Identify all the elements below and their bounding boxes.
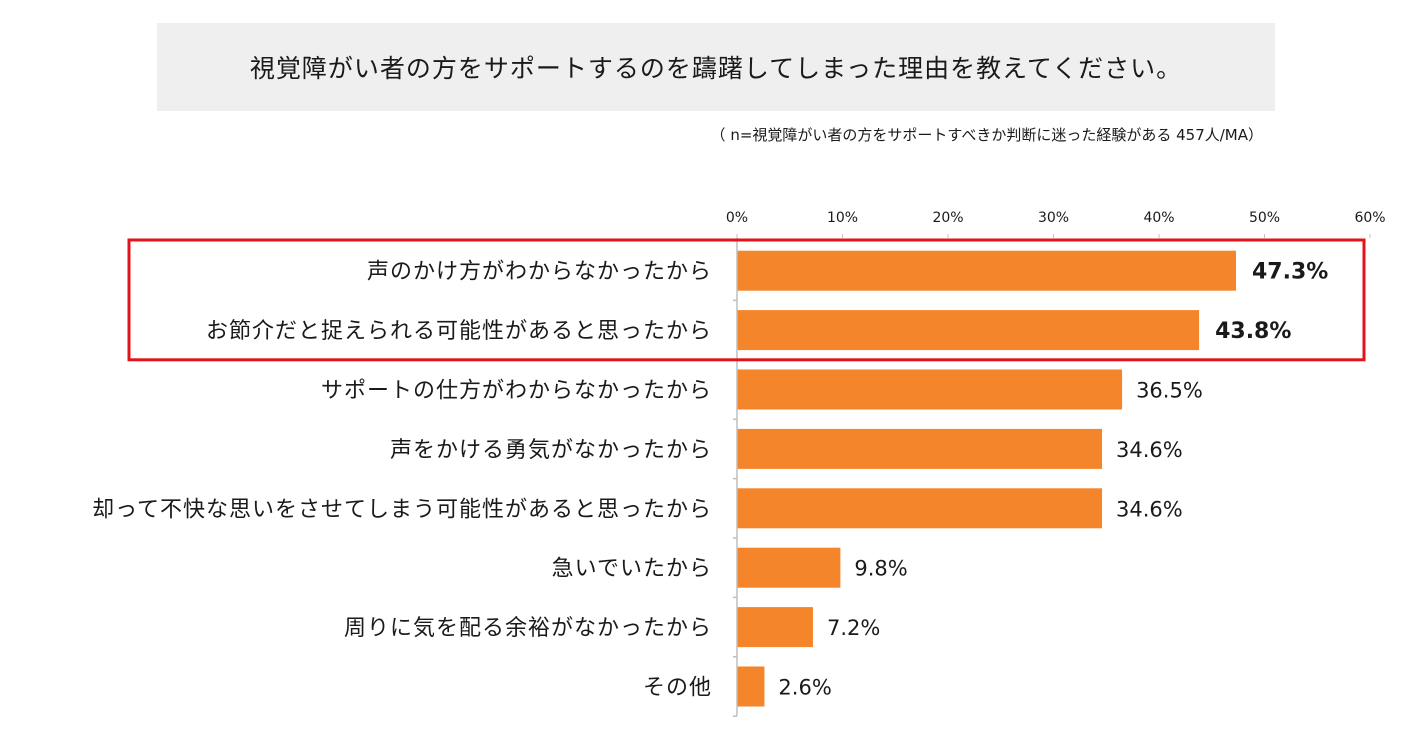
- category-label: 却って不快な思いをさせてしまう可能性があると思ったから: [92, 497, 712, 522]
- bar: [737, 369, 1123, 410]
- title-box: 視覚障がい者の方をサポートするのを躊躇してしまった理由を教えてください。: [157, 23, 1275, 111]
- x-tick-label: 10%: [827, 210, 858, 226]
- bar: [737, 547, 841, 588]
- bar: [737, 310, 1200, 351]
- data-label: 47.3%: [1252, 260, 1328, 285]
- category-label: 声のかけ方がわからなかったから: [367, 260, 712, 285]
- category-label: 急いでいたから: [552, 557, 712, 582]
- bar: [737, 428, 1103, 469]
- category-label: その他: [643, 676, 712, 701]
- data-label: 34.6%: [1116, 438, 1183, 462]
- x-tick-label: 20%: [932, 210, 963, 226]
- chart-title: 視覚障がい者の方をサポートするのを躊躇してしまった理由を教えてください。: [249, 54, 1183, 83]
- data-label: 43.8%: [1215, 319, 1291, 344]
- x-tick-label: 40%: [1143, 210, 1174, 226]
- category-label: サポートの仕方がわからなかったから: [321, 379, 712, 404]
- x-tick-label: 0%: [726, 210, 748, 226]
- category-label: 声をかける勇気がなかったから: [390, 438, 712, 463]
- bar: [737, 488, 1103, 529]
- data-label: 9.8%: [854, 557, 907, 581]
- data-label: 2.6%: [778, 676, 831, 700]
- category-label: 周りに気を配る余裕がなかったから: [344, 616, 712, 641]
- x-tick-label: 60%: [1354, 210, 1385, 226]
- data-label: 34.6%: [1116, 497, 1183, 521]
- bar: [737, 250, 1237, 291]
- highlight-box: [127, 238, 1366, 362]
- sample-note: （ n=視覚障がい者の方をサポートすべきか判断に迷った経験がある 457人/MA…: [710, 126, 1263, 144]
- x-tick-label: 30%: [1038, 210, 1069, 226]
- bar: [737, 666, 765, 707]
- x-tick-label: 50%: [1249, 210, 1280, 226]
- bar: [737, 607, 813, 648]
- data-label: 7.2%: [827, 616, 880, 640]
- category-label: お節介だと捉えられる可能性があると思ったから: [206, 319, 712, 344]
- data-label: 36.5%: [1136, 379, 1203, 403]
